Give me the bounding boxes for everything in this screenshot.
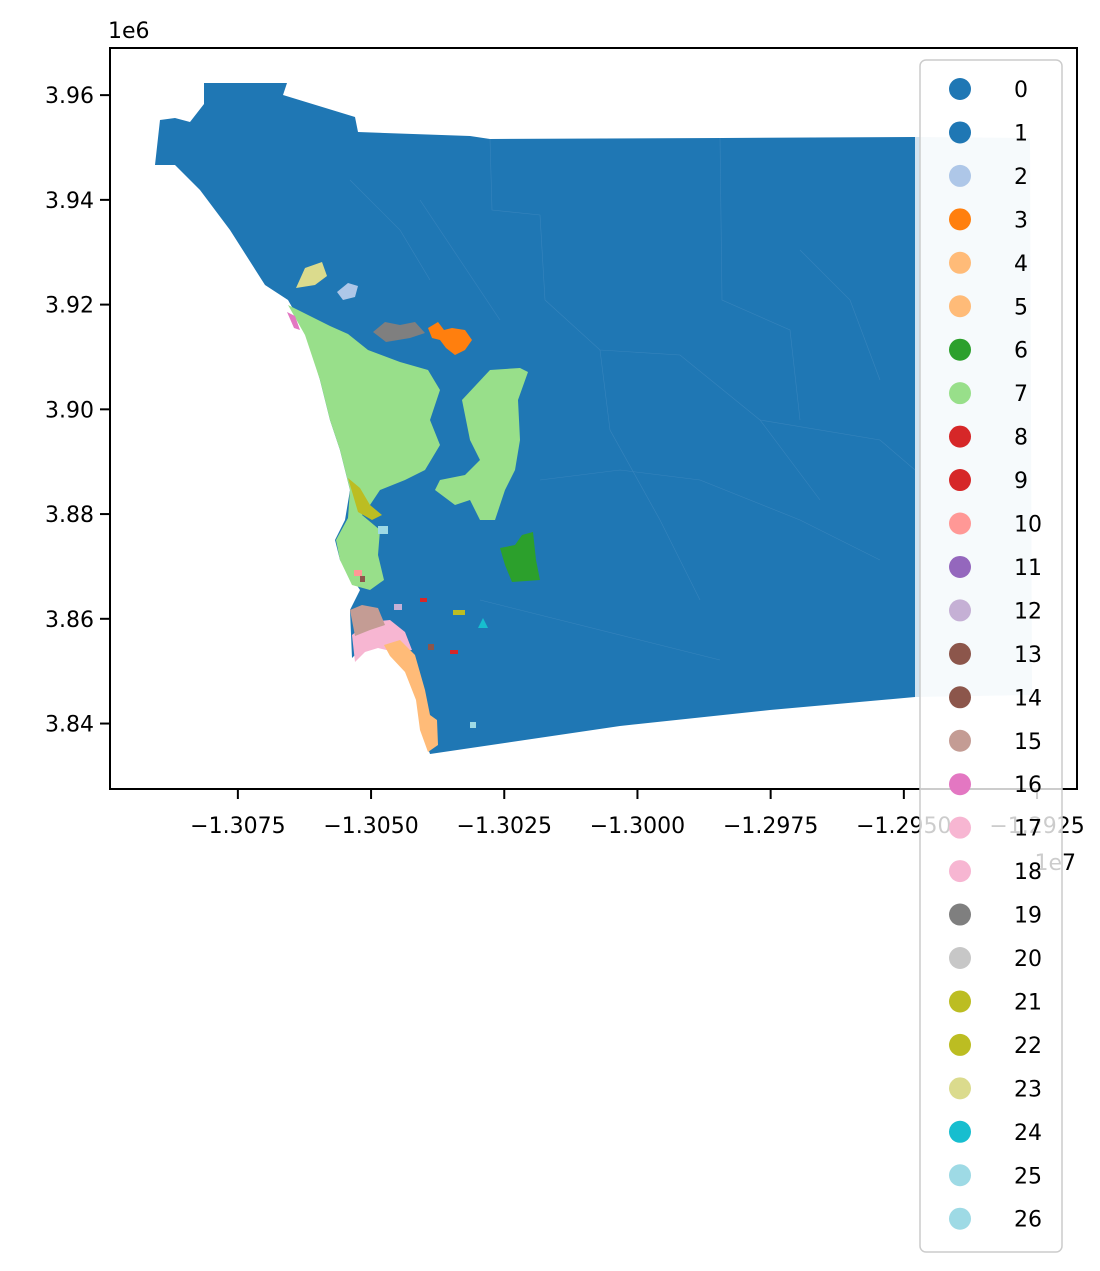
legend-marker bbox=[949, 1033, 971, 1056]
legend-label: 4 bbox=[1014, 252, 1028, 277]
legend-marker bbox=[949, 425, 971, 448]
legend-label: 24 bbox=[1014, 1121, 1042, 1146]
legend-marker bbox=[949, 1164, 971, 1187]
region-15 bbox=[350, 605, 385, 636]
legend-label: 9 bbox=[1014, 469, 1028, 494]
y-tick-label: 3.86 bbox=[45, 608, 94, 633]
legend-label: 22 bbox=[1014, 1034, 1042, 1059]
y-tick-label: 3.84 bbox=[45, 713, 94, 738]
x-tick-label: −1.3000 bbox=[590, 814, 685, 839]
region-24-patch bbox=[478, 618, 488, 628]
legend-marker bbox=[949, 1120, 971, 1143]
legend-label: 2 bbox=[1014, 165, 1028, 190]
legend-label: 3 bbox=[1014, 208, 1028, 233]
legend-label: 16 bbox=[1014, 773, 1042, 798]
legend-label: 13 bbox=[1014, 643, 1042, 668]
legend-marker bbox=[949, 512, 971, 535]
region-14-patch bbox=[360, 576, 365, 582]
region-2 bbox=[337, 283, 358, 300]
y-tick-label: 3.96 bbox=[45, 84, 94, 109]
legend-marker bbox=[949, 947, 971, 969]
legend-marker bbox=[949, 990, 971, 1013]
legend-marker bbox=[949, 860, 971, 883]
legend-label: 10 bbox=[1014, 513, 1042, 538]
y-tick-label: 3.88 bbox=[45, 503, 94, 528]
region-19 bbox=[373, 322, 425, 342]
y-tick-label: 3.92 bbox=[45, 294, 94, 319]
legend-marker bbox=[949, 1077, 971, 1100]
legend-marker bbox=[949, 382, 971, 405]
y-tick-label: 3.94 bbox=[45, 189, 94, 214]
legend: 0123456789101112131415161718192021222324… bbox=[919, 59, 1063, 1253]
region-8-patch bbox=[420, 598, 427, 602]
legend-marker bbox=[949, 338, 971, 361]
legend-label: 26 bbox=[1014, 1208, 1042, 1233]
region-6 bbox=[500, 532, 540, 582]
legend-label: 8 bbox=[1014, 426, 1028, 451]
legend-label: 15 bbox=[1014, 730, 1042, 755]
legend-label: 20 bbox=[1014, 947, 1042, 972]
region-7-coastal bbox=[288, 305, 440, 590]
legend-label: 17 bbox=[1014, 817, 1042, 842]
tract-lines bbox=[349, 137, 916, 661]
legend-marker bbox=[949, 78, 971, 100]
x-tick-label: −1.3025 bbox=[457, 814, 552, 839]
region-16 bbox=[287, 312, 300, 330]
legend-label: 7 bbox=[1014, 382, 1028, 407]
region-13-patch bbox=[428, 644, 434, 650]
x-tick-label: −1.3075 bbox=[190, 814, 285, 839]
region-26-patch bbox=[470, 722, 476, 728]
legend-marker bbox=[949, 251, 971, 274]
legend-marker bbox=[949, 729, 971, 752]
y-offset-label: 1e6 bbox=[108, 19, 150, 44]
legend-label: 6 bbox=[1014, 339, 1028, 364]
legend-label: 19 bbox=[1014, 904, 1042, 929]
x-tick-label: −1.3050 bbox=[323, 814, 418, 839]
region-23 bbox=[296, 262, 327, 288]
region-22-patch bbox=[453, 610, 465, 615]
legend-label: 14 bbox=[1014, 686, 1042, 711]
legend-label: 18 bbox=[1014, 860, 1042, 885]
legend-label: 5 bbox=[1014, 295, 1028, 320]
legend-label: 0 bbox=[1014, 78, 1028, 103]
region-10-patch bbox=[354, 570, 362, 576]
legend-marker bbox=[949, 164, 971, 187]
legend-label: 12 bbox=[1014, 599, 1042, 624]
legend-marker bbox=[949, 208, 971, 231]
legend-marker bbox=[949, 599, 971, 622]
x-axis: −1.3075 −1.3050 −1.3025 −1.3000 −1.2975 −1.29… bbox=[190, 789, 1085, 839]
region-25-patch bbox=[378, 526, 388, 534]
region-5 bbox=[384, 640, 438, 752]
y-tick-label: 3.90 bbox=[45, 398, 94, 423]
region-22 bbox=[348, 478, 382, 520]
axes-frame bbox=[109, 47, 1078, 790]
legend-marker bbox=[949, 1207, 971, 1230]
region-9-patch bbox=[450, 650, 458, 654]
legend-marker bbox=[949, 773, 971, 796]
region-12-patch bbox=[394, 604, 402, 610]
legend-marker bbox=[949, 295, 971, 318]
legend-label: 25 bbox=[1014, 1164, 1042, 1189]
legend-marker bbox=[949, 555, 971, 578]
legend-label: 11 bbox=[1014, 556, 1042, 581]
legend-label: 21 bbox=[1014, 990, 1042, 1015]
legend-marker bbox=[949, 903, 971, 926]
legend-marker bbox=[949, 686, 971, 709]
region-3 bbox=[428, 322, 472, 355]
x-tick-label: −1.2975 bbox=[723, 814, 818, 839]
legend-marker bbox=[949, 121, 971, 144]
legend-label: 23 bbox=[1014, 1077, 1042, 1102]
legend-marker bbox=[949, 642, 971, 665]
map-layer bbox=[155, 83, 1032, 754]
y-axis: 3.84 3.86 3.88 3.90 3.92 3.94 3.96 bbox=[45, 84, 110, 738]
county-main-region bbox=[155, 83, 915, 754]
legend-marker bbox=[949, 816, 971, 839]
legend-marker bbox=[949, 469, 971, 492]
legend-label: 1 bbox=[1014, 121, 1028, 146]
region-7-inland bbox=[435, 368, 528, 520]
